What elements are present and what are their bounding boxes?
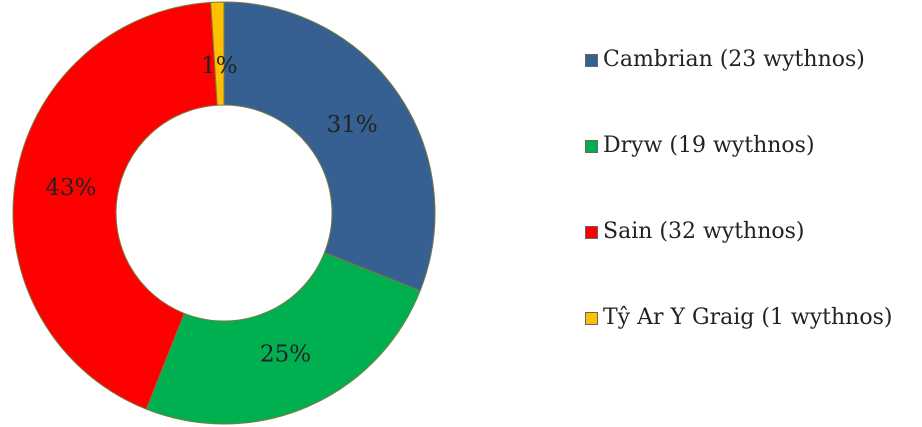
legend-swatch — [585, 54, 598, 67]
legend-entry: Cambrian (23 wythnos) — [585, 46, 915, 132]
slice — [12, 1, 218, 410]
plot: 31% 25% 43% 1% — [12, 1, 436, 425]
legend-swatch — [585, 226, 598, 239]
legend-label: Dryw (19 wythnos) — [603, 133, 815, 158]
data-label: 25% — [260, 341, 311, 367]
data-label: 43% — [45, 175, 96, 201]
legend-label: Sain (32 wythnos) — [603, 219, 805, 244]
legend-entry: Tŷ Ar Y Graig (1 wythnos) — [585, 304, 915, 390]
legend: Cambrian (23 wythnos) Dryw (19 wythnos) Sa… — [585, 46, 915, 390]
slice — [223, 1, 436, 292]
slice — [210, 1, 225, 106]
data-label: 1% — [201, 53, 238, 79]
slice — [145, 252, 421, 425]
legend-swatch — [585, 140, 598, 153]
legend-entry: Sain (32 wythnos) — [585, 218, 915, 304]
legend-entry: Dryw (19 wythnos) — [585, 132, 915, 218]
legend-swatch — [585, 312, 598, 325]
legend-label: Tŷ Ar Y Graig (1 wythnos) — [603, 305, 893, 330]
data-label: 31% — [327, 112, 378, 138]
legend-label: Cambrian (23 wythnos) — [603, 47, 865, 72]
